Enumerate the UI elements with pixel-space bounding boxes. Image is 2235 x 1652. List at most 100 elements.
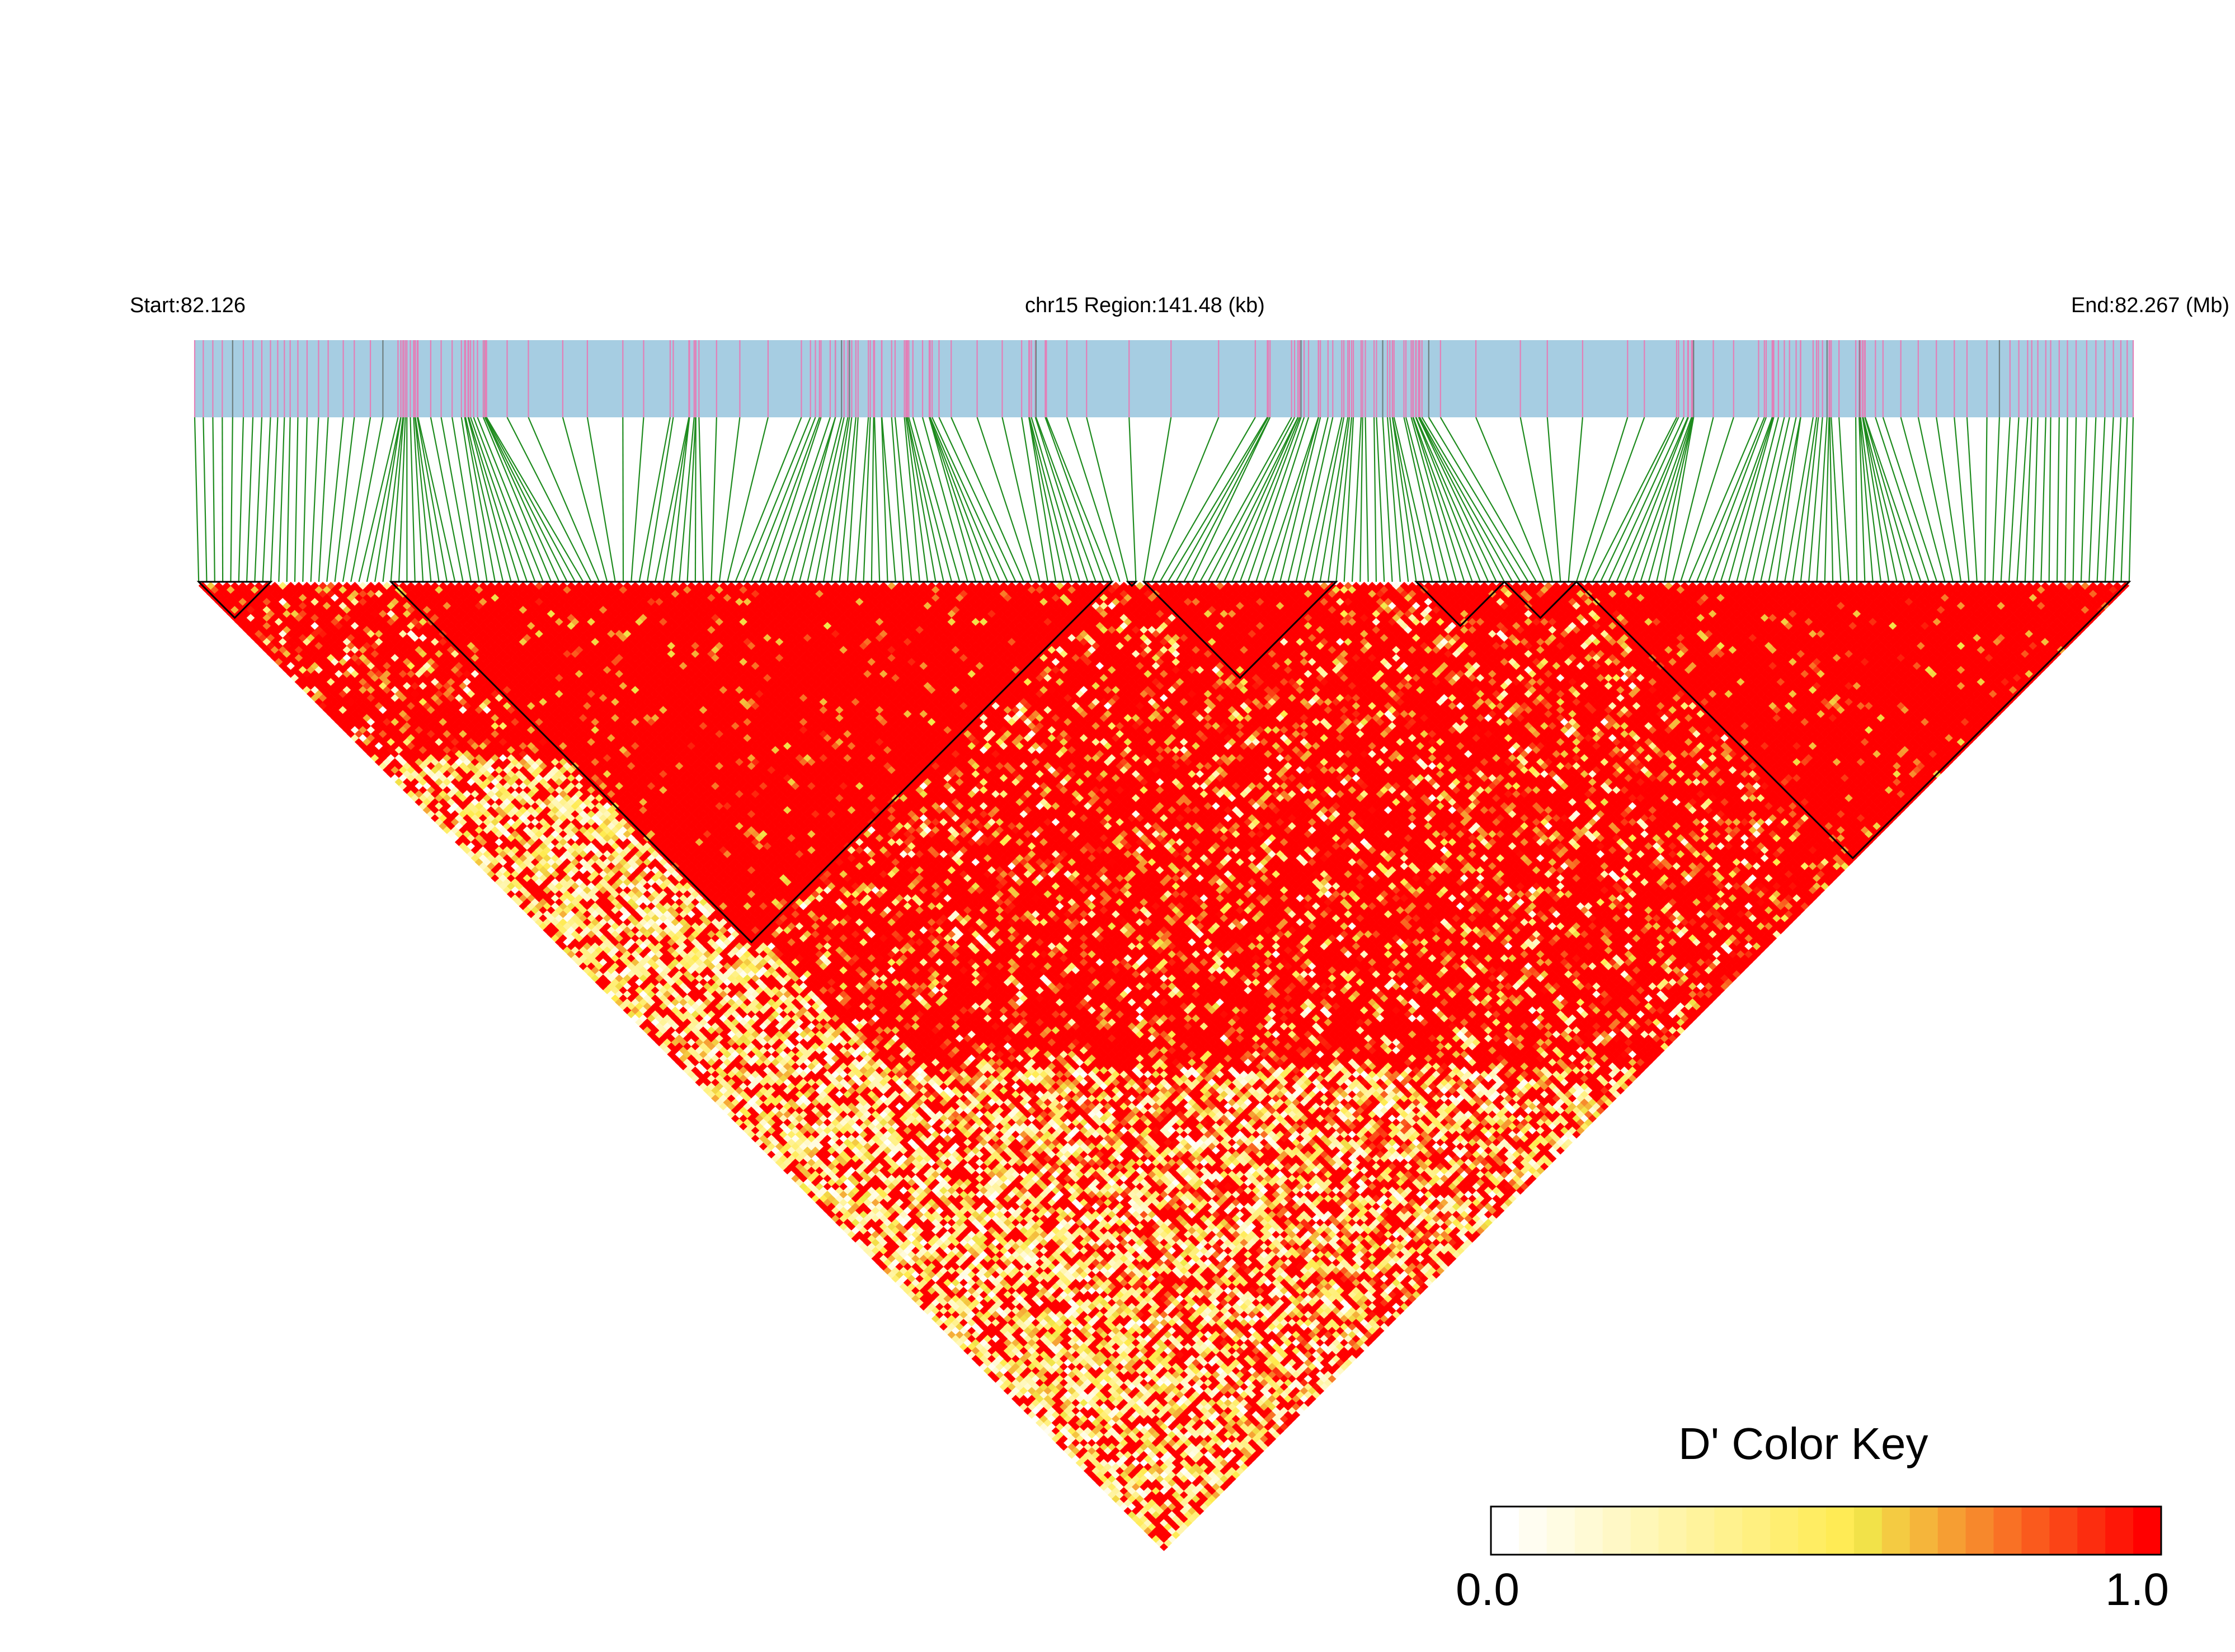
- snp-connector: [470, 417, 528, 582]
- ld-cell: [283, 666, 291, 674]
- snp-connector: [485, 417, 576, 582]
- snp-connector: [1616, 417, 1688, 582]
- snp-connector: [1183, 417, 1271, 582]
- snp-connector: [1704, 417, 1767, 582]
- snp-connector: [1712, 417, 1773, 582]
- snp-connector: [1936, 417, 1962, 582]
- ld-cell: [422, 798, 431, 806]
- ld-cell: [214, 590, 223, 598]
- snp-connector: [1359, 417, 1363, 582]
- snp-connector: [1021, 417, 1048, 582]
- ld-cell: [543, 918, 552, 926]
- snp-connector: [1418, 417, 1497, 582]
- snp-connector: [1608, 417, 1685, 582]
- ld-cell: [599, 974, 608, 982]
- snp-connector: [246, 417, 254, 582]
- ld-cell: [931, 1315, 940, 1323]
- snp-connector: [1044, 417, 1105, 582]
- snp-connector: [1875, 417, 1930, 582]
- ld-cell: [603, 986, 611, 995]
- ld-cell: [426, 810, 435, 818]
- ld-cell: [723, 1106, 732, 1115]
- snp-connector: [1428, 417, 1529, 582]
- snp-connector: [1984, 417, 1988, 582]
- snp-connector: [1343, 417, 1354, 582]
- ld-cell: [547, 930, 556, 939]
- snp-connector-lines: [194, 417, 2134, 582]
- snp-connector: [203, 417, 208, 582]
- snp-connector: [881, 417, 896, 582]
- ld-cell: [743, 1118, 752, 1127]
- snp-connector: [473, 417, 536, 582]
- snp-connector: [1035, 417, 1097, 582]
- ld-cell: [415, 798, 424, 806]
- snp-connector: [1311, 417, 1345, 582]
- ld-cell: [370, 754, 379, 763]
- snp-connector: [410, 417, 416, 582]
- snp-connector: [630, 417, 644, 582]
- snp-connector: [1335, 417, 1353, 582]
- snp-connector: [742, 417, 811, 582]
- snp-connector: [326, 417, 344, 582]
- snp-connector: [1992, 417, 2001, 582]
- snp-connector: [342, 417, 371, 582]
- snp-connector: [2112, 417, 2122, 582]
- snp-connector: [416, 417, 448, 582]
- ld-cell: [667, 1050, 676, 1058]
- snp-connector: [1215, 417, 1299, 582]
- ld-cell: [270, 653, 279, 662]
- snp-connector: [929, 417, 985, 582]
- snp-connector: [2120, 417, 2128, 582]
- snp-connector: [1271, 417, 1320, 582]
- snp-connector: [1664, 417, 1695, 582]
- ld-cell: [258, 634, 267, 642]
- snp-connector: [735, 417, 802, 582]
- ld-cell: [478, 854, 488, 863]
- snp-connector: [1031, 417, 1081, 582]
- snp-connector: [1439, 417, 1537, 582]
- snp-connector: [222, 417, 224, 582]
- snp-connector: [460, 417, 488, 582]
- snp-connector: [1405, 417, 1449, 582]
- snp-connector: [2008, 417, 2020, 582]
- snp-connector: [928, 417, 977, 582]
- snp-connector: [863, 417, 871, 582]
- snp-connector: [1519, 417, 1554, 582]
- snp-connector: [417, 417, 456, 582]
- ld-cell: [470, 854, 479, 863]
- snp-connector: [1679, 417, 1734, 582]
- snp-connector: [1816, 417, 1828, 582]
- snp-connector: [1858, 417, 1866, 582]
- snp-connector: [1287, 417, 1329, 582]
- ld-cell: [378, 754, 388, 763]
- ld-cell: [843, 1226, 852, 1235]
- ld-cell: [278, 653, 288, 662]
- snp-connector: [278, 417, 285, 582]
- snp-connector: [212, 417, 215, 582]
- snp-connector: [2104, 417, 2114, 582]
- snp-connector: [1046, 417, 1113, 582]
- ld-cell: [647, 1030, 656, 1039]
- snp-connector: [1728, 417, 1775, 582]
- snp-connector: [1655, 417, 1694, 582]
- snp-connector: [1760, 417, 1797, 582]
- snp-connector: [1672, 417, 1714, 582]
- snp-connector: [655, 417, 690, 582]
- ld-cell: [975, 1358, 984, 1367]
- snp-connector: [1421, 417, 1521, 582]
- snp-connector: [1255, 417, 1310, 582]
- ld-cell: [402, 786, 411, 794]
- ld-cell: [238, 622, 247, 630]
- snp-connector: [1862, 417, 1898, 582]
- snp-connector: [662, 417, 690, 582]
- snp-connector: [807, 417, 845, 582]
- ld-cell: [655, 1030, 664, 1039]
- ld-cell: [699, 1074, 708, 1082]
- snp-connector: [1034, 417, 1089, 582]
- snp-connector: [1900, 417, 1946, 582]
- ld-cell: [322, 698, 331, 706]
- ld-cell: [454, 830, 464, 839]
- ld-cell: [587, 962, 596, 971]
- snp-connector: [484, 417, 568, 582]
- ld-cell: [511, 886, 520, 895]
